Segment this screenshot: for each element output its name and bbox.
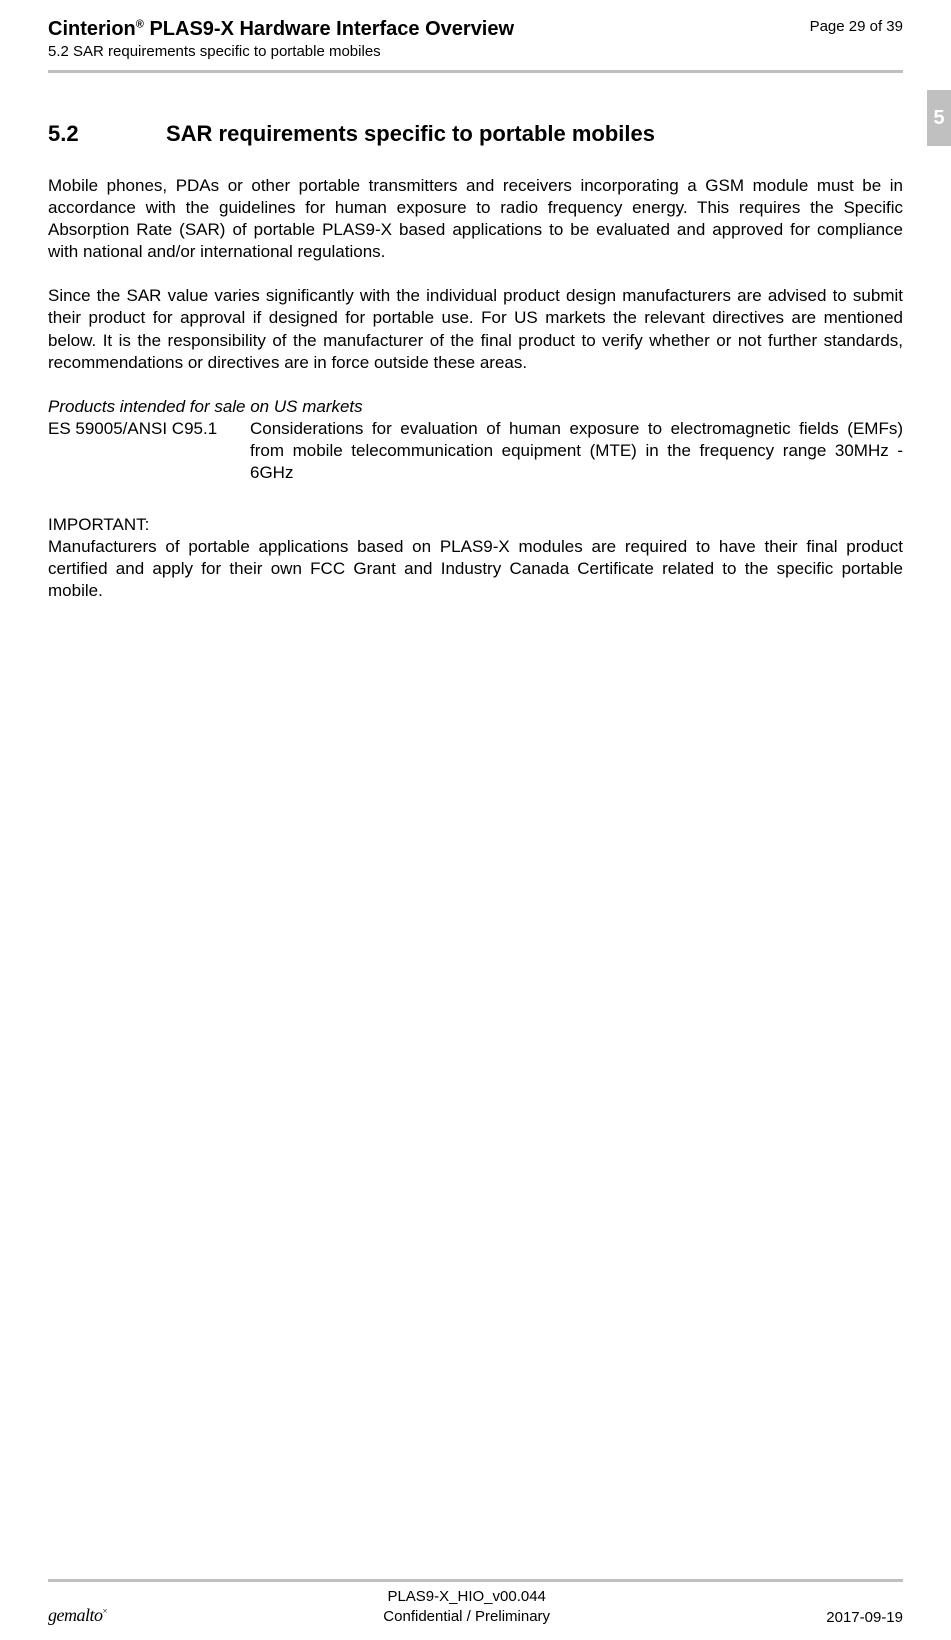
- standard-row: ES 59005/ANSI C95.1 Considerations for e…: [48, 418, 903, 484]
- brand-name: gemalto: [48, 1605, 103, 1625]
- important-label: IMPORTANT:: [48, 514, 903, 536]
- registered-mark: ®: [136, 18, 144, 30]
- paragraph-2: Since the SAR value varies significantly…: [48, 285, 903, 373]
- main-content: 5.2SAR requirements specific to portable…: [0, 73, 951, 603]
- italic-subheading: Products intended for sale on US markets: [48, 396, 903, 418]
- page-number: Page 29 of 39: [810, 18, 903, 35]
- important-block: IMPORTANT: Manufacturers of portable app…: [48, 514, 903, 602]
- footer-center: PLAS9-X_HIO_v00.044 Confidential / Preli…: [383, 1587, 550, 1626]
- page-header: Cinterion® PLAS9-X Hardware Interface Ov…: [0, 0, 951, 60]
- document-title: Cinterion® PLAS9-X Hardware Interface Ov…: [48, 18, 514, 41]
- section-heading: 5.2SAR requirements specific to portable…: [48, 121, 903, 147]
- standard-description: Considerations for evaluation of human e…: [250, 418, 903, 484]
- footer-confidentiality: Confidential / Preliminary: [383, 1607, 550, 1627]
- standard-code: ES 59005/ANSI C95.1: [48, 418, 250, 484]
- footer-doc-id: PLAS9-X_HIO_v00.044: [383, 1587, 550, 1607]
- brand-mark: ×: [103, 1606, 108, 1616]
- title-suffix: PLAS9-X Hardware Interface Overview: [144, 18, 514, 40]
- paragraph-1: Mobile phones, PDAs or other portable tr…: [48, 175, 903, 263]
- chapter-tab: 5: [927, 90, 951, 146]
- footer-date: 2017-09-19: [826, 1609, 903, 1626]
- header-top-row: Cinterion® PLAS9-X Hardware Interface Ov…: [48, 18, 903, 41]
- header-subtitle: 5.2 SAR requirements specific to portabl…: [48, 43, 903, 60]
- important-text: Manufacturers of portable applications b…: [48, 536, 903, 602]
- title-prefix: Cinterion: [48, 18, 136, 40]
- page-footer: gemalto× PLAS9-X_HIO_v00.044 Confidentia…: [48, 1587, 903, 1626]
- footer-brand: gemalto×: [48, 1605, 107, 1626]
- section-title: SAR requirements specific to portable mo…: [166, 121, 655, 146]
- section-number: 5.2: [48, 121, 166, 147]
- footer-divider: [48, 1579, 903, 1582]
